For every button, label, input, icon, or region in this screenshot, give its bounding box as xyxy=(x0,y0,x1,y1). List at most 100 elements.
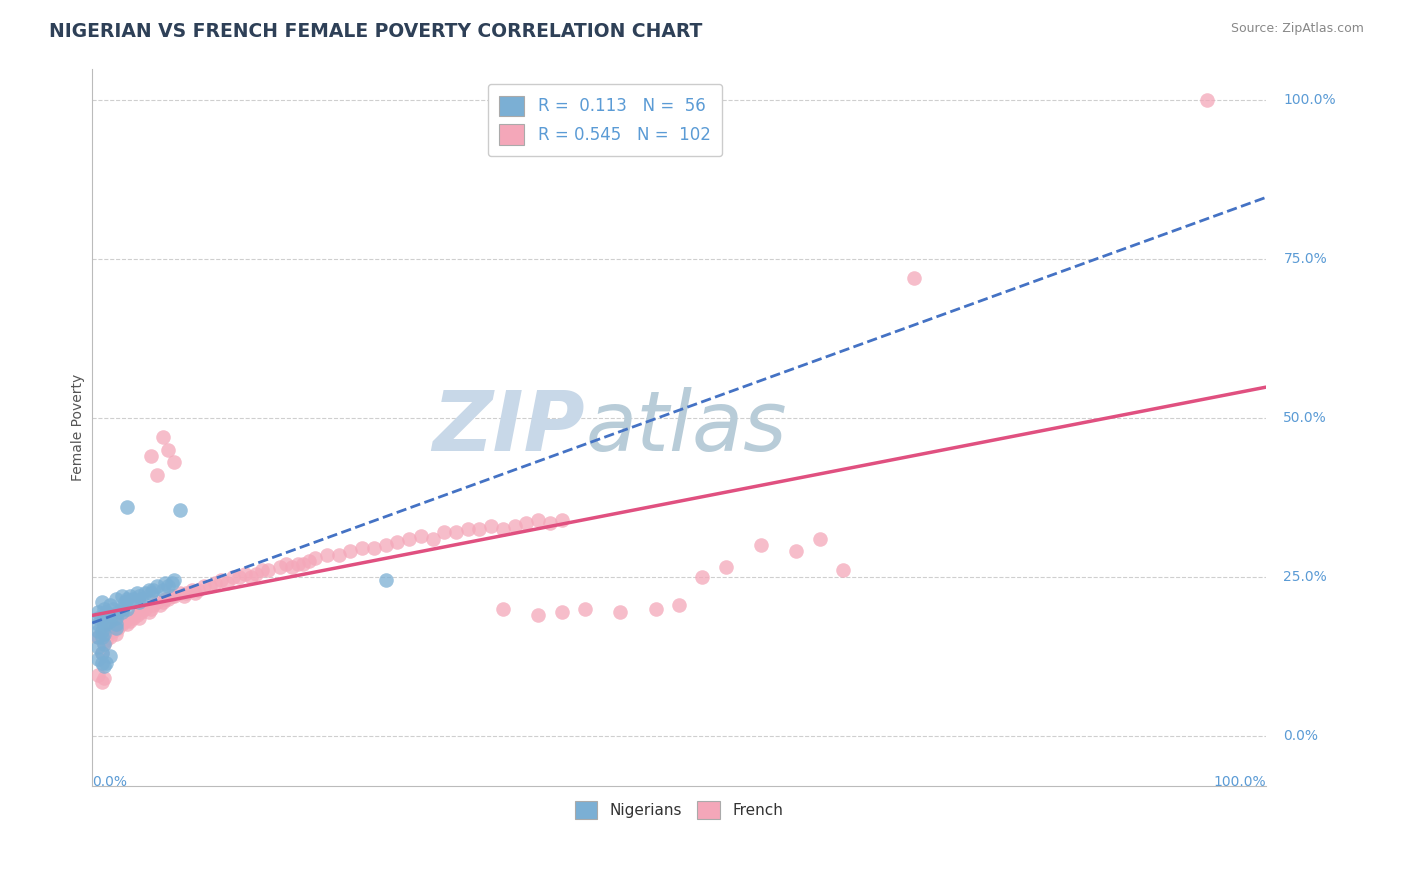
Point xyxy=(98,621,121,635)
Point xyxy=(98,630,121,644)
Point xyxy=(252,564,274,578)
Point xyxy=(128,589,150,603)
Point xyxy=(103,601,125,615)
Point xyxy=(138,605,160,619)
Point xyxy=(117,592,139,607)
Point xyxy=(145,595,167,609)
Point xyxy=(117,611,139,625)
Point xyxy=(245,566,267,581)
Point xyxy=(107,605,129,619)
Point xyxy=(96,617,118,632)
Point xyxy=(128,611,150,625)
Point xyxy=(160,576,183,591)
Point xyxy=(163,589,186,603)
Point xyxy=(104,611,127,625)
Point xyxy=(468,522,491,536)
Point xyxy=(274,557,297,571)
Point xyxy=(104,627,127,641)
Point xyxy=(692,570,714,584)
Point xyxy=(316,548,339,562)
Point xyxy=(128,601,150,615)
Point xyxy=(139,601,162,615)
Point xyxy=(169,503,191,517)
Point xyxy=(239,570,262,584)
Point xyxy=(117,617,139,632)
Point xyxy=(328,548,350,562)
Point xyxy=(139,449,162,463)
Point xyxy=(104,592,127,607)
Point xyxy=(93,636,115,650)
Point xyxy=(228,570,250,584)
Point xyxy=(298,554,321,568)
Point xyxy=(163,455,186,469)
Point xyxy=(527,607,550,622)
Point xyxy=(98,649,121,664)
Point xyxy=(104,621,127,635)
Point xyxy=(574,601,596,615)
Point xyxy=(90,624,112,638)
Point xyxy=(152,595,174,609)
Point xyxy=(157,592,180,607)
Point xyxy=(90,630,112,644)
Point xyxy=(96,605,118,619)
Point xyxy=(122,592,145,607)
Point xyxy=(118,589,141,603)
Point xyxy=(515,516,537,530)
Point xyxy=(117,500,139,514)
Text: Source: ZipAtlas.com: Source: ZipAtlas.com xyxy=(1230,22,1364,36)
Point xyxy=(374,573,396,587)
Point xyxy=(93,627,115,641)
Text: 100.0%: 100.0% xyxy=(1213,774,1265,789)
Point xyxy=(149,599,172,613)
Point xyxy=(93,636,115,650)
Point xyxy=(174,585,197,599)
Point xyxy=(98,615,121,629)
Point xyxy=(169,585,191,599)
Point xyxy=(433,525,456,540)
Point xyxy=(538,516,561,530)
Point xyxy=(103,624,125,638)
Point xyxy=(352,541,374,556)
Point xyxy=(479,519,502,533)
Point xyxy=(90,674,112,689)
Point xyxy=(749,538,772,552)
Point xyxy=(134,601,156,615)
Point xyxy=(609,605,631,619)
Point xyxy=(503,519,526,533)
Point xyxy=(87,617,110,632)
Text: 100.0%: 100.0% xyxy=(1284,94,1336,107)
Point xyxy=(204,576,226,591)
Point xyxy=(668,599,690,613)
Point xyxy=(209,573,232,587)
Point xyxy=(90,595,112,609)
Text: NIGERIAN VS FRENCH FEMALE POVERTY CORRELATION CHART: NIGERIAN VS FRENCH FEMALE POVERTY CORREL… xyxy=(49,22,703,41)
Point xyxy=(125,585,148,599)
Point xyxy=(145,579,167,593)
Point xyxy=(492,601,515,615)
Point xyxy=(398,532,420,546)
Point xyxy=(644,601,666,615)
Point xyxy=(714,560,737,574)
Point xyxy=(492,522,515,536)
Point xyxy=(550,513,572,527)
Point xyxy=(287,557,309,571)
Point xyxy=(374,538,396,552)
Point xyxy=(157,442,180,457)
Point xyxy=(98,599,121,613)
Point xyxy=(117,601,139,615)
Point xyxy=(93,617,115,632)
Point xyxy=(90,646,112,660)
Point xyxy=(110,589,132,603)
Point xyxy=(160,589,183,603)
Point xyxy=(153,592,176,607)
Point xyxy=(93,601,115,615)
Y-axis label: Female Poverty: Female Poverty xyxy=(72,374,86,481)
Point xyxy=(110,607,132,622)
Point xyxy=(193,579,215,593)
Point xyxy=(104,617,127,632)
Point xyxy=(114,595,136,609)
Point xyxy=(131,592,153,607)
Point xyxy=(280,560,302,574)
Point xyxy=(142,599,165,613)
Point xyxy=(184,585,207,599)
